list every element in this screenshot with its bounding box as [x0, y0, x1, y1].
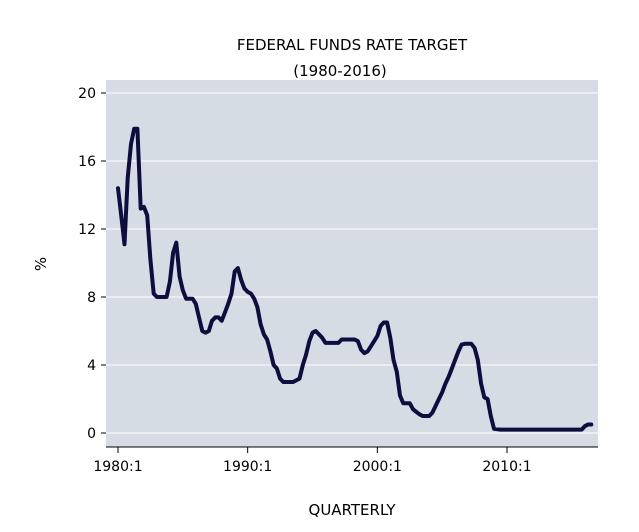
x-axis-title: QUARTERLY — [309, 501, 397, 519]
plot-area — [106, 80, 598, 447]
y-tick-label: 12 — [78, 222, 96, 238]
y-tick-label: 20 — [78, 86, 96, 102]
y-tick-label: 4 — [87, 358, 96, 374]
chart-title: FEDERAL FUNDS RATE TARGET — [237, 36, 468, 54]
series-line — [116, 126, 594, 432]
y-axis-title: % — [32, 257, 50, 271]
chart-subtitle: (1980-2016) — [293, 62, 386, 80]
x-axis: 1980:1 1990:1 2000:1 2010:1 — [93, 446, 598, 475]
y-tick-label: 16 — [78, 154, 96, 170]
x-tick-label: 2010:1 — [482, 459, 531, 475]
y-tick-label: 0 — [87, 426, 96, 442]
y-axis: 0 4 8 12 16 20 — [78, 86, 106, 442]
x-tick-label: 1980:1 — [93, 459, 142, 475]
y-tick-label: 8 — [87, 290, 96, 306]
x-tick-label: 1990:1 — [223, 459, 272, 475]
x-tick-label: 2000:1 — [353, 459, 402, 475]
